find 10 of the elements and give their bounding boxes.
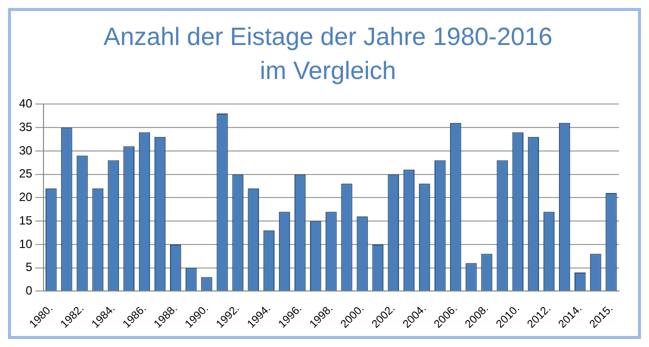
y-tick-label: 15	[18, 213, 33, 228]
y-tick-label: 30	[18, 143, 33, 158]
y-tick-label: 5	[26, 260, 33, 274]
y-tick-label: 20	[18, 190, 33, 204]
y-tick-label: 35	[18, 120, 33, 134]
y-tick-label: 10	[18, 236, 33, 251]
chart-title: Anzahl der Eistage der Jahre 1980-2016 im Vergleich	[102, 22, 554, 87]
y-tick-label: 40	[18, 96, 33, 111]
y-tick-label: 25	[18, 166, 33, 181]
y-tick-label: 0	[26, 284, 33, 298]
